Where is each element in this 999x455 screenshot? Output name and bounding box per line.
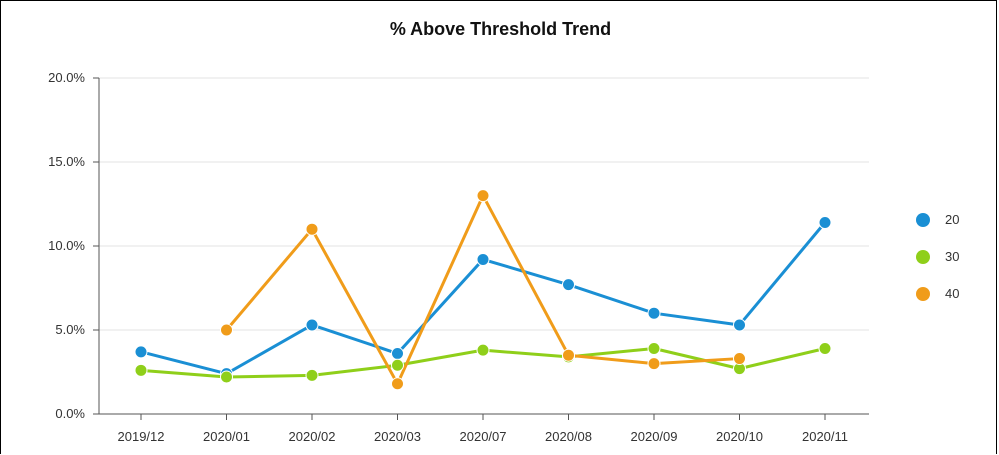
x-tick-label: 2019/12 (118, 429, 165, 444)
data-point-40 (733, 352, 746, 366)
data-point-20 (134, 345, 148, 359)
y-tick-label: 15.0% (48, 154, 85, 169)
data-point-30 (305, 368, 319, 382)
data-point-30 (134, 363, 148, 377)
x-tick-label: 2020/10 (716, 429, 763, 444)
data-point-20 (476, 252, 490, 266)
data-point-20 (305, 318, 319, 332)
data-point-30 (818, 341, 832, 355)
data-point-40 (647, 357, 661, 371)
x-tick-label: 2020/02 (289, 429, 336, 444)
y-tick-label: 5.0% (55, 322, 85, 337)
data-point-20 (647, 306, 661, 320)
x-tick-label: 2020/01 (203, 429, 250, 444)
legend-marker-40 (916, 287, 930, 301)
data-point-40 (220, 323, 233, 337)
y-tick-label: 10.0% (48, 238, 85, 253)
y-tick-label: 20.0% (48, 70, 85, 85)
legend-marker-30 (916, 250, 930, 264)
x-tick-label: 2020/08 (545, 429, 592, 444)
x-tick-label: 2020/09 (631, 429, 678, 444)
legend-label-30: 30 (945, 249, 959, 264)
data-point-20 (818, 215, 832, 229)
x-tick-label: 2020/07 (460, 429, 507, 444)
y-tick-label: 0.0% (55, 406, 85, 421)
x-tick-label: 2020/03 (374, 429, 421, 444)
data-point-40 (562, 348, 575, 362)
data-point-20 (733, 318, 746, 332)
legend-marker-20 (916, 213, 930, 227)
data-point-30 (220, 370, 233, 384)
chart-title: % Above Threshold Trend (389, 19, 612, 39)
data-point-30 (391, 358, 404, 372)
data-point-40 (476, 189, 490, 203)
legend-label-40: 40 (945, 286, 959, 301)
data-point-30 (476, 343, 490, 357)
data-point-30 (647, 341, 661, 355)
data-point-20 (391, 347, 404, 361)
data-point-40 (305, 222, 319, 236)
data-point-40 (391, 377, 404, 391)
x-tick-label: 2020/11 (802, 429, 848, 444)
legend-label-20: 20 (945, 212, 959, 227)
data-point-20 (562, 278, 575, 292)
